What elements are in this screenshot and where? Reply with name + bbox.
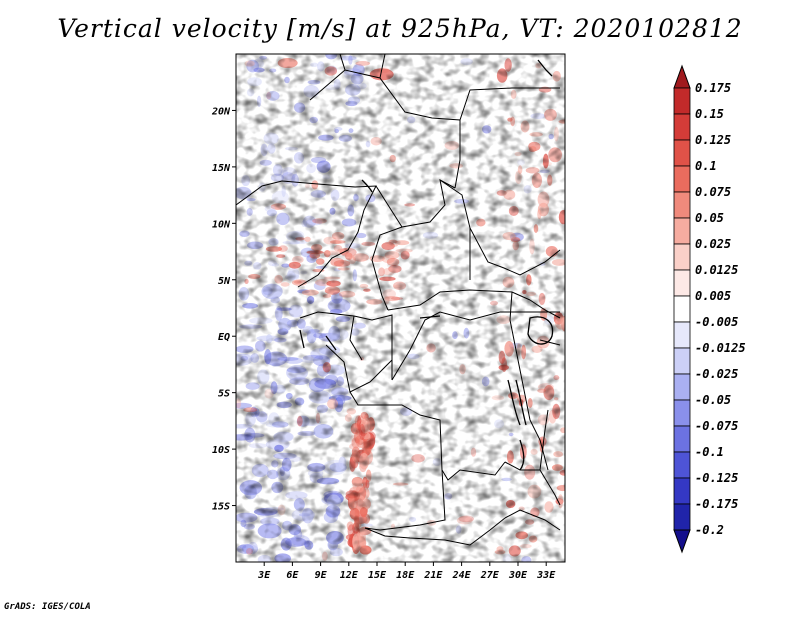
colorbar-label: -0.005 — [695, 315, 738, 329]
colorbar-segment — [673, 243, 691, 271]
colorbar-min-arrow — [673, 529, 691, 554]
x-tick-label: 12E — [340, 570, 359, 581]
y-tick-label: 15N — [212, 163, 231, 174]
x-axis: 3E 6E 9E 12E 15E 18E 21E 24E 27E 30E 33E — [257, 562, 556, 581]
chart-title: Vertical velocity [m/s] at 925hPa, VT: 2… — [57, 14, 743, 43]
y-tick-label: 15S — [212, 502, 230, 513]
colorbar-label: 0.125 — [695, 133, 731, 147]
colorbar-segment — [673, 321, 691, 349]
lakes — [299, 59, 554, 471]
colorbar-segment — [673, 503, 691, 531]
colorbar-label: 0.025 — [695, 237, 731, 251]
colorbar-label: -0.0125 — [695, 341, 746, 355]
colorbar-segment — [673, 295, 691, 323]
colorbar-segment — [673, 113, 691, 141]
colorbar-label: 0.005 — [695, 289, 731, 303]
colorbar-label: 0.1 — [695, 159, 717, 173]
plot-frame — [235, 53, 566, 563]
colorbar-label: 0.0125 — [695, 263, 738, 277]
colorbar-segment — [673, 477, 691, 505]
x-tick-label: 3E — [257, 570, 271, 581]
colorbar-label: 0.175 — [695, 81, 731, 95]
y-tick-label: 10N — [212, 219, 231, 230]
y-tick-label: 5S — [218, 389, 230, 400]
x-tick-label: 6E — [286, 570, 299, 581]
colorbar-label: 0.075 — [695, 185, 731, 199]
x-tick-label: 24E — [452, 570, 472, 581]
colorbar-segment — [673, 373, 691, 401]
y-axis: 20N 15N 10N 5N EQ 5S 10S 15S — [211, 106, 236, 513]
colorbar-segment — [673, 87, 691, 115]
y-tick-label: 10S — [212, 445, 230, 456]
colorbar-segment — [673, 269, 691, 297]
colorbar: 0.175 0.15 0.125 0.1 0.075 0.05 0.025 0.0125 0.0… — [673, 64, 746, 554]
x-tick-label: 21E — [423, 570, 443, 581]
map-area — [236, 54, 565, 562]
colorbar-segment — [673, 217, 691, 245]
y-tick-label: 5N — [218, 276, 231, 287]
colorbar-segment — [673, 347, 691, 375]
colorbar-label: 0.15 — [695, 107, 724, 121]
colorbar-label: -0.1 — [695, 445, 724, 459]
colorbar-label: 0.05 — [695, 211, 724, 225]
colorbar-segment — [673, 165, 691, 193]
x-tick-label: 27E — [480, 570, 500, 581]
colorbar-label: -0.175 — [695, 497, 738, 511]
x-tick-label: 9E — [315, 570, 328, 581]
y-tick-label: EQ — [218, 332, 230, 343]
colorbar-label: -0.075 — [695, 419, 738, 433]
colorbar-label: -0.2 — [695, 523, 724, 537]
colorbar-segment — [673, 139, 691, 167]
colorbar-label: -0.05 — [695, 393, 731, 407]
colorbar-max-arrow — [673, 64, 691, 89]
colorbar-segment — [673, 399, 691, 427]
x-tick-label: 18E — [396, 570, 415, 581]
x-tick-label: 33E — [536, 570, 556, 581]
y-tick-label: 20N — [211, 106, 231, 117]
country-borders — [236, 54, 561, 546]
credit-text: GrADS: IGES/COLA — [4, 602, 91, 612]
colorbar-segment — [673, 425, 691, 453]
colorbar-segment — [673, 451, 691, 479]
colorbar-label: -0.125 — [695, 471, 738, 485]
colorbar-label: -0.025 — [695, 367, 738, 381]
x-tick-label: 15E — [368, 570, 387, 581]
colorbar-segment — [673, 191, 691, 219]
x-tick-label: 30E — [508, 570, 528, 581]
